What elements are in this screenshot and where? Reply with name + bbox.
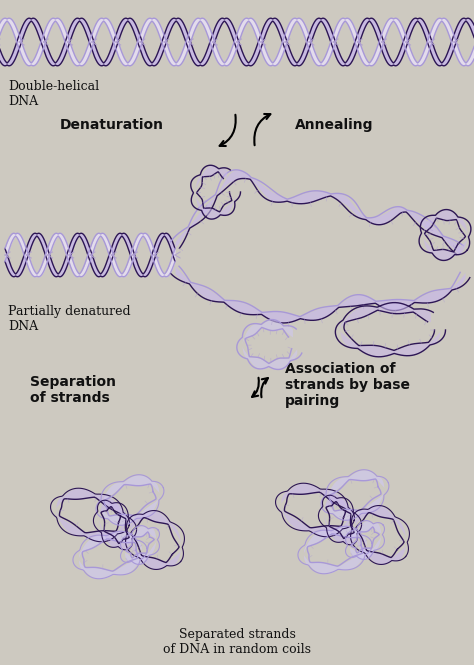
- Text: Separation
of strands: Separation of strands: [30, 375, 116, 405]
- Text: Association of
strands by base
pairing: Association of strands by base pairing: [285, 362, 410, 408]
- Text: Double-helical
DNA: Double-helical DNA: [8, 80, 99, 108]
- Text: Annealing: Annealing: [295, 118, 374, 132]
- Text: Denaturation: Denaturation: [60, 118, 164, 132]
- Text: Separated strands
of DNA in random coils: Separated strands of DNA in random coils: [163, 628, 311, 656]
- Text: Partially denatured
DNA: Partially denatured DNA: [8, 305, 131, 333]
